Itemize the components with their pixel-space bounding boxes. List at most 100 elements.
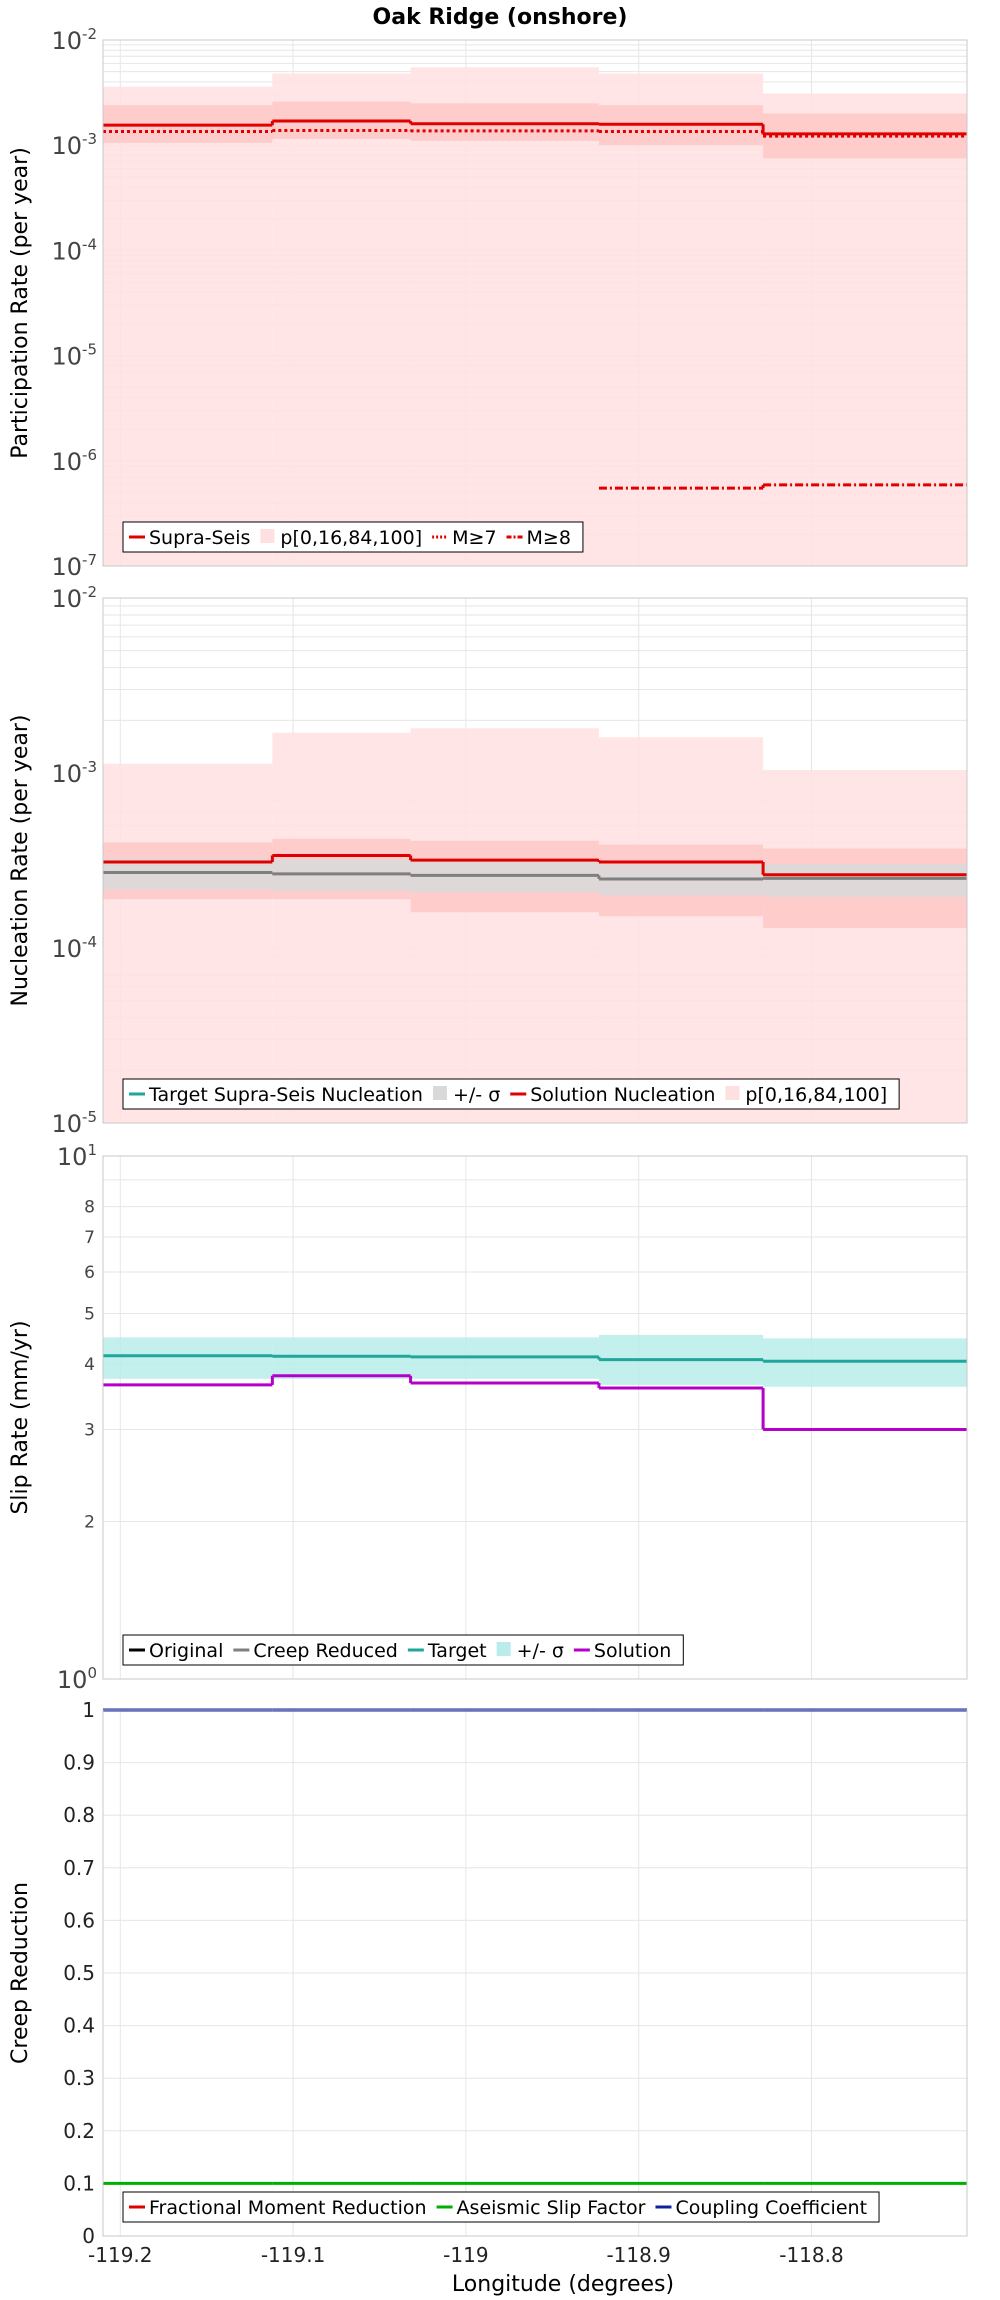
legend-label: Original <box>149 1640 223 1662</box>
y-axis-label: Nucleation Rate (per year) <box>8 715 33 1007</box>
y-tick-label: 10-5 <box>51 1108 97 1138</box>
y-tick-label: 10-3 <box>51 130 97 160</box>
legend: Original Creep Reduced Target +/- σ Solution <box>122 1634 684 1666</box>
band-segment <box>103 858 273 890</box>
legend-item: p[0,16,84,100] <box>725 1084 887 1106</box>
legend-item: Target <box>407 1640 487 1662</box>
series-Solution Nucleation <box>103 853 967 877</box>
legend-swatch <box>725 1086 740 1100</box>
y-tick-label: 1 <box>82 1698 95 1722</box>
y-tick-label: 0.3 <box>63 2066 95 2090</box>
band-segment <box>103 1337 273 1379</box>
panel-slip: 100 2 3 4 5 6 7 8 101 Slip Rate (mm/yr) Original Cr… <box>8 1141 968 1694</box>
y-tick-labels: 100 2 3 4 5 6 7 8 101 <box>57 1141 97 1694</box>
legend-label: Coupling Coefficient <box>675 2197 867 2219</box>
legend-box <box>122 521 584 553</box>
y-tick-label: 0.6 <box>63 1908 95 1932</box>
y-tick-label: 10-2 <box>51 583 97 613</box>
figure-title: Oak Ridge (onshore) <box>373 5 628 30</box>
legend-label: Solution <box>594 1640 671 1662</box>
legend-swatch <box>496 1642 511 1656</box>
y-tick-label: 2 <box>84 1513 95 1533</box>
legend-swatch <box>260 529 275 543</box>
panel-participation: 10-7 10-6 10-5 10-4 10-3 10-2 Participation Ra… <box>8 25 968 581</box>
series-M≥8 <box>598 483 967 490</box>
legend-item: Creep Reduced <box>233 1640 398 1662</box>
series-Target Supra-Seis Nucleation <box>103 871 967 881</box>
legend-item: Original <box>129 1640 223 1662</box>
legend-label: Creep Reduced <box>253 1640 397 1662</box>
y-tick-label: 0 <box>82 2224 95 2248</box>
y-tick-label: 8 <box>84 1198 95 1218</box>
y-axis-label: Creep Reduction <box>8 1882 33 2064</box>
band-segment <box>410 67 599 566</box>
y-tick-label: 0.8 <box>63 1803 95 1827</box>
legend-label: Target Supra-Seis Nucleation <box>148 1084 423 1106</box>
y-tick-labels: 10-5 10-4 10-3 10-2 <box>51 583 97 1138</box>
band-segment <box>272 1337 411 1379</box>
y-tick-label: 0.1 <box>63 2171 95 2195</box>
band-segment <box>103 86 273 567</box>
plot-frame <box>102 39 968 567</box>
y-axis-label: Slip Rate (mm/yr) <box>8 1320 33 1514</box>
legend-label: Aseismic Slip Factor <box>457 2197 646 2219</box>
y-tick-label: 10-7 <box>51 551 97 581</box>
band-segment <box>763 863 967 897</box>
legend: Fractional Moment Reduction Aseismic Slip… <box>122 2191 880 2223</box>
legend: Target Supra-Seis Nucleation +/- σ Solutio… <box>122 1078 900 1110</box>
y-tick-label: 10-2 <box>51 25 97 55</box>
legend-item: Target Supra-Seis Nucleation <box>129 1084 423 1106</box>
plot-area <box>103 1156 967 1679</box>
y-tick-label: 0.4 <box>63 2014 95 2038</box>
legend-label: M≥7 <box>452 527 496 549</box>
y-tick-label: 0.5 <box>63 1961 95 1985</box>
band-p[0,16,84,100] <box>103 67 967 567</box>
x-tick-label: -118.9 <box>606 2243 670 2267</box>
legend-item: Solution Nucleation <box>510 1084 715 1106</box>
legend-item: Fractional Moment Reduction <box>129 2197 427 2219</box>
series-Supra-Seis <box>103 119 967 136</box>
series-Target <box>103 1354 967 1363</box>
panel-creep: 00.10.20.30.40.50.60.70.80.91-119.2 -119.… <box>8 1698 968 2267</box>
y-tick-label: 10-5 <box>51 341 97 371</box>
band-segment <box>763 770 967 1123</box>
legend-item: p[0,16,84,100] <box>260 527 422 549</box>
plot-frame <box>102 1155 968 1680</box>
legend-item: Supra-Seis <box>129 527 250 549</box>
band-segment <box>272 732 411 1123</box>
legend: Supra-Seis p[0,16,84,100] M≥7 M≥8 <box>122 521 584 553</box>
legend-item: +/- σ <box>432 1084 500 1106</box>
y-tick-label: 10-3 <box>51 758 97 788</box>
y-tick-label: 4 <box>84 1355 95 1375</box>
legend-item: Solution <box>573 1640 671 1662</box>
legend-item: M≥8 <box>506 527 571 549</box>
legend-box <box>122 2191 880 2223</box>
legend-label: Fractional Moment Reduction <box>149 2197 427 2219</box>
y-tick-label: 101 <box>57 1141 97 1171</box>
y-tick-labels: 0 0.1 0.2 0.3 0.4 0.5 0.6 0.7 0.8 0.9 1 <box>63 1698 95 2248</box>
x-tick-labels: -119.2 -119.1 -119 -118.9 -118.8 <box>88 2243 844 2267</box>
legend-label: M≥8 <box>527 527 571 549</box>
y-tick-label: 5 <box>84 1304 95 1324</box>
band-segment <box>272 73 411 567</box>
y-tick-labels: 10-7 10-6 10-5 10-4 10-3 10-2 <box>51 25 97 581</box>
x-tick-label: -119.2 <box>88 2243 152 2267</box>
legend-box <box>122 1634 684 1666</box>
legend-label: p[0,16,84,100] <box>280 527 422 549</box>
series-M≥7 <box>103 128 967 138</box>
legend-item: Coupling Coefficient <box>655 2197 867 2219</box>
legend-label: Target <box>427 1640 487 1662</box>
band-p[0,16,84,100] <box>103 728 967 1123</box>
x-tick-label: -119 <box>443 2243 488 2267</box>
legend-item: +/- σ <box>496 1640 564 1662</box>
y-tick-label: 100 <box>57 1664 97 1694</box>
chart-panels: 10-7 10-6 10-5 10-4 10-3 10-2 Participation Ra… <box>8 25 968 2267</box>
y-tick-label: 7 <box>84 1228 95 1248</box>
y-tick-label: 0.2 <box>63 2119 95 2143</box>
x-axis-label: Longitude (degrees) <box>452 2272 674 2297</box>
band-segment <box>410 728 599 1123</box>
band-segment <box>598 73 764 567</box>
plot-frame <box>102 1709 968 2237</box>
panel-nucleation: 10-5 10-4 10-3 10-2 Nucleation Rate (per yea… <box>8 583 968 1138</box>
